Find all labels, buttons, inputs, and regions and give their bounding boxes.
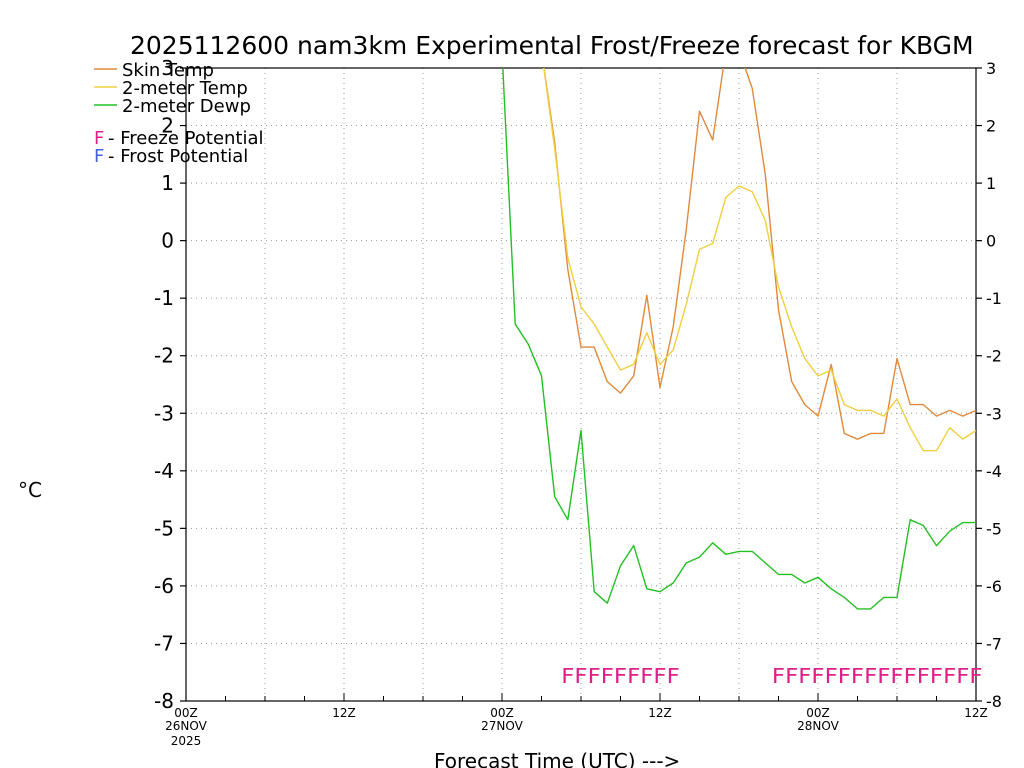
legend-label: 2-meter Dewp (122, 96, 251, 117)
y-tick-label-right: -6 (986, 577, 1002, 596)
legend-label: 2-meter Temp (122, 78, 248, 99)
y-tick-label: -8 (154, 689, 174, 713)
y-tick-label: 2 (161, 114, 174, 138)
y-tick-label: -1 (154, 286, 174, 310)
series-line-2-meter-temp (543, 68, 976, 452)
y-tick-label-right: -3 (986, 404, 1002, 423)
y-axis-label: °C (18, 478, 42, 502)
legend-key-label: - Frost Potential (108, 146, 248, 167)
y-tick-label-right: 2 (986, 117, 996, 136)
legend-key-symbol: F (94, 146, 104, 167)
legend-key-symbol: F (94, 128, 104, 149)
legend-key-label: - Freeze Potential (108, 128, 264, 149)
y-tick-label: -3 (154, 401, 174, 425)
x-axis-label: Forecast Time (UTC) ---> (434, 749, 680, 768)
x-tick-label: 12Z (332, 706, 356, 720)
y-axis-left: -8 -7 -6 -5 -4 -3 -2 -1 0 1 2 3 (154, 56, 186, 713)
frost-freeze-annotations: FFFFFFFFF FFFFFFFFFFFFFFFF (561, 664, 982, 688)
x-tick-date: 27NOV (481, 719, 523, 733)
freeze-potential-markers: FFFFFFFFFFFFFFFF (772, 664, 983, 688)
y-tick-label-right: -1 (986, 289, 1002, 308)
y-tick-label: -7 (154, 631, 174, 655)
x-tick-label: 12Z (964, 706, 988, 720)
y-tick-label-right: -8 (986, 692, 1002, 711)
y-tick-label-right: -2 (986, 347, 1002, 366)
legend-label: Skin Temp (122, 60, 214, 81)
x-tick-label: 00Z (174, 706, 198, 720)
y-tick-label: -6 (154, 574, 174, 598)
y-tick-label-right: -4 (986, 462, 1002, 481)
y-tick-label-right: 1 (986, 174, 996, 193)
y-tick-label: 0 (161, 229, 174, 253)
y-tick-label: -2 (154, 344, 174, 368)
series-line-skin-temp (543, 68, 976, 440)
x-tick-year: 2025 (171, 734, 202, 748)
y-tick-label: 1 (161, 171, 174, 195)
x-tick-label: 12Z (648, 706, 672, 720)
x-tick-date: 26NOV (165, 719, 207, 733)
y-tick-label-right: 0 (986, 232, 996, 251)
y-tick-label-right: -7 (986, 634, 1002, 653)
freeze-potential-markers: FFFFFFFFF (561, 664, 680, 688)
y-tick-label: -4 (154, 459, 174, 483)
x-tick-label: 00Z (806, 706, 830, 720)
series-line-2-meter-dewp (502, 68, 976, 610)
y-tick-label: -5 (154, 516, 174, 540)
y-tick-label: 3 (161, 56, 174, 80)
y-axis-right: -8 -7 -6 -5 -4 -3 -2 -1 0 1 2 3 (976, 59, 1002, 711)
grid-lines (186, 68, 976, 701)
y-tick-label-right: 3 (986, 59, 996, 78)
chart-title: 2025112600 nam3km Experimental Frost/Fre… (130, 31, 974, 60)
x-tick-label: 00Z (490, 706, 514, 720)
y-tick-label-right: -5 (986, 519, 1002, 538)
series-lines (502, 68, 976, 610)
plot-frame (185, 67, 977, 702)
x-tick-date: 28NOV (797, 719, 839, 733)
